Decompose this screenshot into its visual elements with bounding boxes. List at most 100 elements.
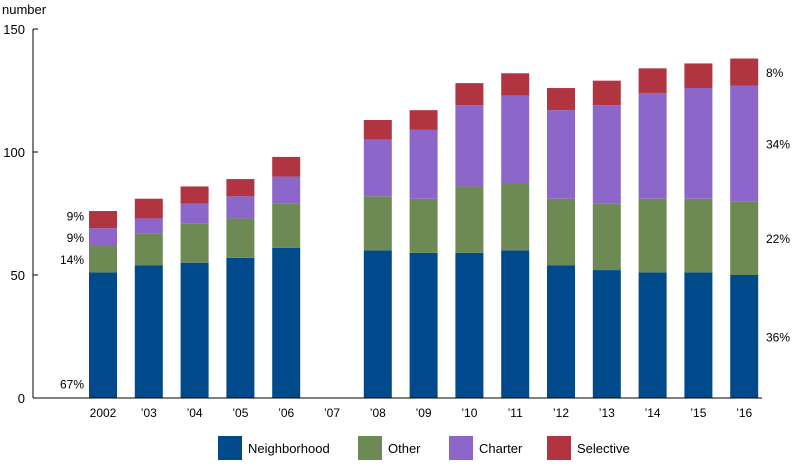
left-share-label-other: 14% xyxy=(60,253,84,267)
bar-neighborhood xyxy=(272,247,301,398)
x-tick-label: ’08 xyxy=(370,406,386,420)
bar-neighborhood xyxy=(638,272,667,398)
bar-other xyxy=(730,201,759,275)
bar-other xyxy=(684,198,713,273)
x-tick-label: ’05 xyxy=(232,406,248,420)
stacked-bar-chart: number 0 50 100 150 2002 ’03 ’04 ’05 ’06 ’07 ’08 ’… xyxy=(2,2,790,420)
bar-other xyxy=(455,186,484,253)
bar-selective xyxy=(684,63,713,89)
bar-selective xyxy=(180,186,209,204)
bar-selective xyxy=(272,156,301,177)
y-tick-label: 50 xyxy=(11,268,25,283)
right-share-label-selective: 8% xyxy=(766,66,784,80)
bar-neighborhood xyxy=(501,250,530,398)
bar-charter xyxy=(89,228,117,246)
bar-selective xyxy=(501,73,530,96)
bar-other xyxy=(592,203,621,271)
bar-charter xyxy=(501,95,530,184)
x-tick-label: ’03 xyxy=(141,406,157,420)
x-tick-label: ’13 xyxy=(599,406,615,420)
bar-selective xyxy=(89,211,117,229)
legend-label: Neighborhood xyxy=(248,440,330,456)
x-tick-label: ’09 xyxy=(416,406,432,420)
legend-swatch xyxy=(218,436,242,460)
bar-other xyxy=(180,223,209,263)
bar-selective xyxy=(409,110,438,130)
bar-other xyxy=(363,196,392,251)
right-share-label-neighborhood: 36% xyxy=(766,331,790,345)
x-tick-label: ’04 xyxy=(187,406,203,420)
bar-neighborhood xyxy=(180,262,209,398)
bars xyxy=(89,58,759,398)
bar-neighborhood xyxy=(684,272,713,398)
legend-label: Selective xyxy=(577,440,630,456)
bar-neighborhood xyxy=(455,252,484,398)
bar-other xyxy=(134,233,163,266)
bar-other xyxy=(272,203,301,248)
bar-neighborhood xyxy=(592,270,621,398)
bar-selective xyxy=(638,68,667,93)
bar-other xyxy=(638,198,667,273)
bar-charter xyxy=(455,105,484,187)
bar-charter xyxy=(226,196,255,219)
bar-neighborhood xyxy=(409,252,438,398)
bar-selective xyxy=(455,83,484,106)
x-tick-label: ’10 xyxy=(461,406,477,420)
legend-swatch xyxy=(449,436,473,460)
y-tick-label: 100 xyxy=(3,145,25,160)
left-share-label-charter: 9% xyxy=(67,231,85,245)
x-tick-label: ’07 xyxy=(324,406,340,420)
bar-charter xyxy=(730,85,759,202)
x-tick-label: ’06 xyxy=(278,406,294,420)
bar-neighborhood xyxy=(134,265,163,398)
bar-charter xyxy=(180,203,209,224)
bar-selective xyxy=(547,88,575,111)
bar-selective xyxy=(363,120,392,140)
legend-label: Charter xyxy=(479,440,523,456)
share-labels: 67% 14% 9% 9% 36% 22% 34% 8% xyxy=(60,66,790,391)
bar-charter xyxy=(638,92,667,199)
y-axis: 0 50 100 150 xyxy=(3,22,38,406)
bar-neighborhood xyxy=(363,250,392,398)
left-share-label-neighborhood: 67% xyxy=(60,377,84,391)
legend-item-neighborhood: Neighborhood xyxy=(218,434,330,462)
y-axis-label: number xyxy=(2,2,47,17)
x-tick-label: ’12 xyxy=(553,406,569,420)
bar-other xyxy=(226,218,255,258)
bar-neighborhood xyxy=(89,272,117,398)
legend-swatch xyxy=(547,436,571,460)
legend-item-charter: Charter xyxy=(449,434,522,462)
bar-other xyxy=(501,183,530,251)
x-tick-label: ’16 xyxy=(736,406,752,420)
bar-other xyxy=(409,198,438,253)
bar-charter xyxy=(363,139,392,197)
bar-charter xyxy=(272,176,301,204)
right-share-label-charter: 34% xyxy=(766,137,790,151)
bar-charter xyxy=(592,105,621,204)
bar-charter xyxy=(547,110,575,199)
y-tick-label: 150 xyxy=(3,22,25,37)
legend-label: Other xyxy=(388,440,421,456)
right-share-label-other: 22% xyxy=(766,232,790,246)
legend: Neighborhood Other Charter Selective xyxy=(0,434,800,464)
bar-selective xyxy=(226,179,255,197)
bar-neighborhood xyxy=(226,257,255,398)
bar-other xyxy=(547,198,575,266)
bar-charter xyxy=(684,88,713,199)
bar-charter xyxy=(409,129,438,199)
bar-neighborhood xyxy=(730,275,759,398)
legend-item-selective: Selective xyxy=(547,434,630,462)
x-axis: 2002 ’03 ’04 ’05 ’06 ’07 ’08 ’09 ’10 ’11 ’12 ’13 ’14… xyxy=(33,397,762,420)
bar-selective xyxy=(134,198,163,219)
bar-neighborhood xyxy=(547,265,575,398)
legend-item-other: Other xyxy=(358,434,421,462)
bar-selective xyxy=(592,80,621,106)
x-tick-label: ’14 xyxy=(645,406,661,420)
left-share-label-selective: 9% xyxy=(67,210,85,224)
y-tick-label: 0 xyxy=(18,391,25,406)
bar-charter xyxy=(134,218,163,234)
x-tick-label: ’11 xyxy=(508,406,523,420)
bar-selective xyxy=(730,58,759,86)
legend-swatch xyxy=(358,436,382,460)
x-tick-label: 2002 xyxy=(90,406,117,420)
